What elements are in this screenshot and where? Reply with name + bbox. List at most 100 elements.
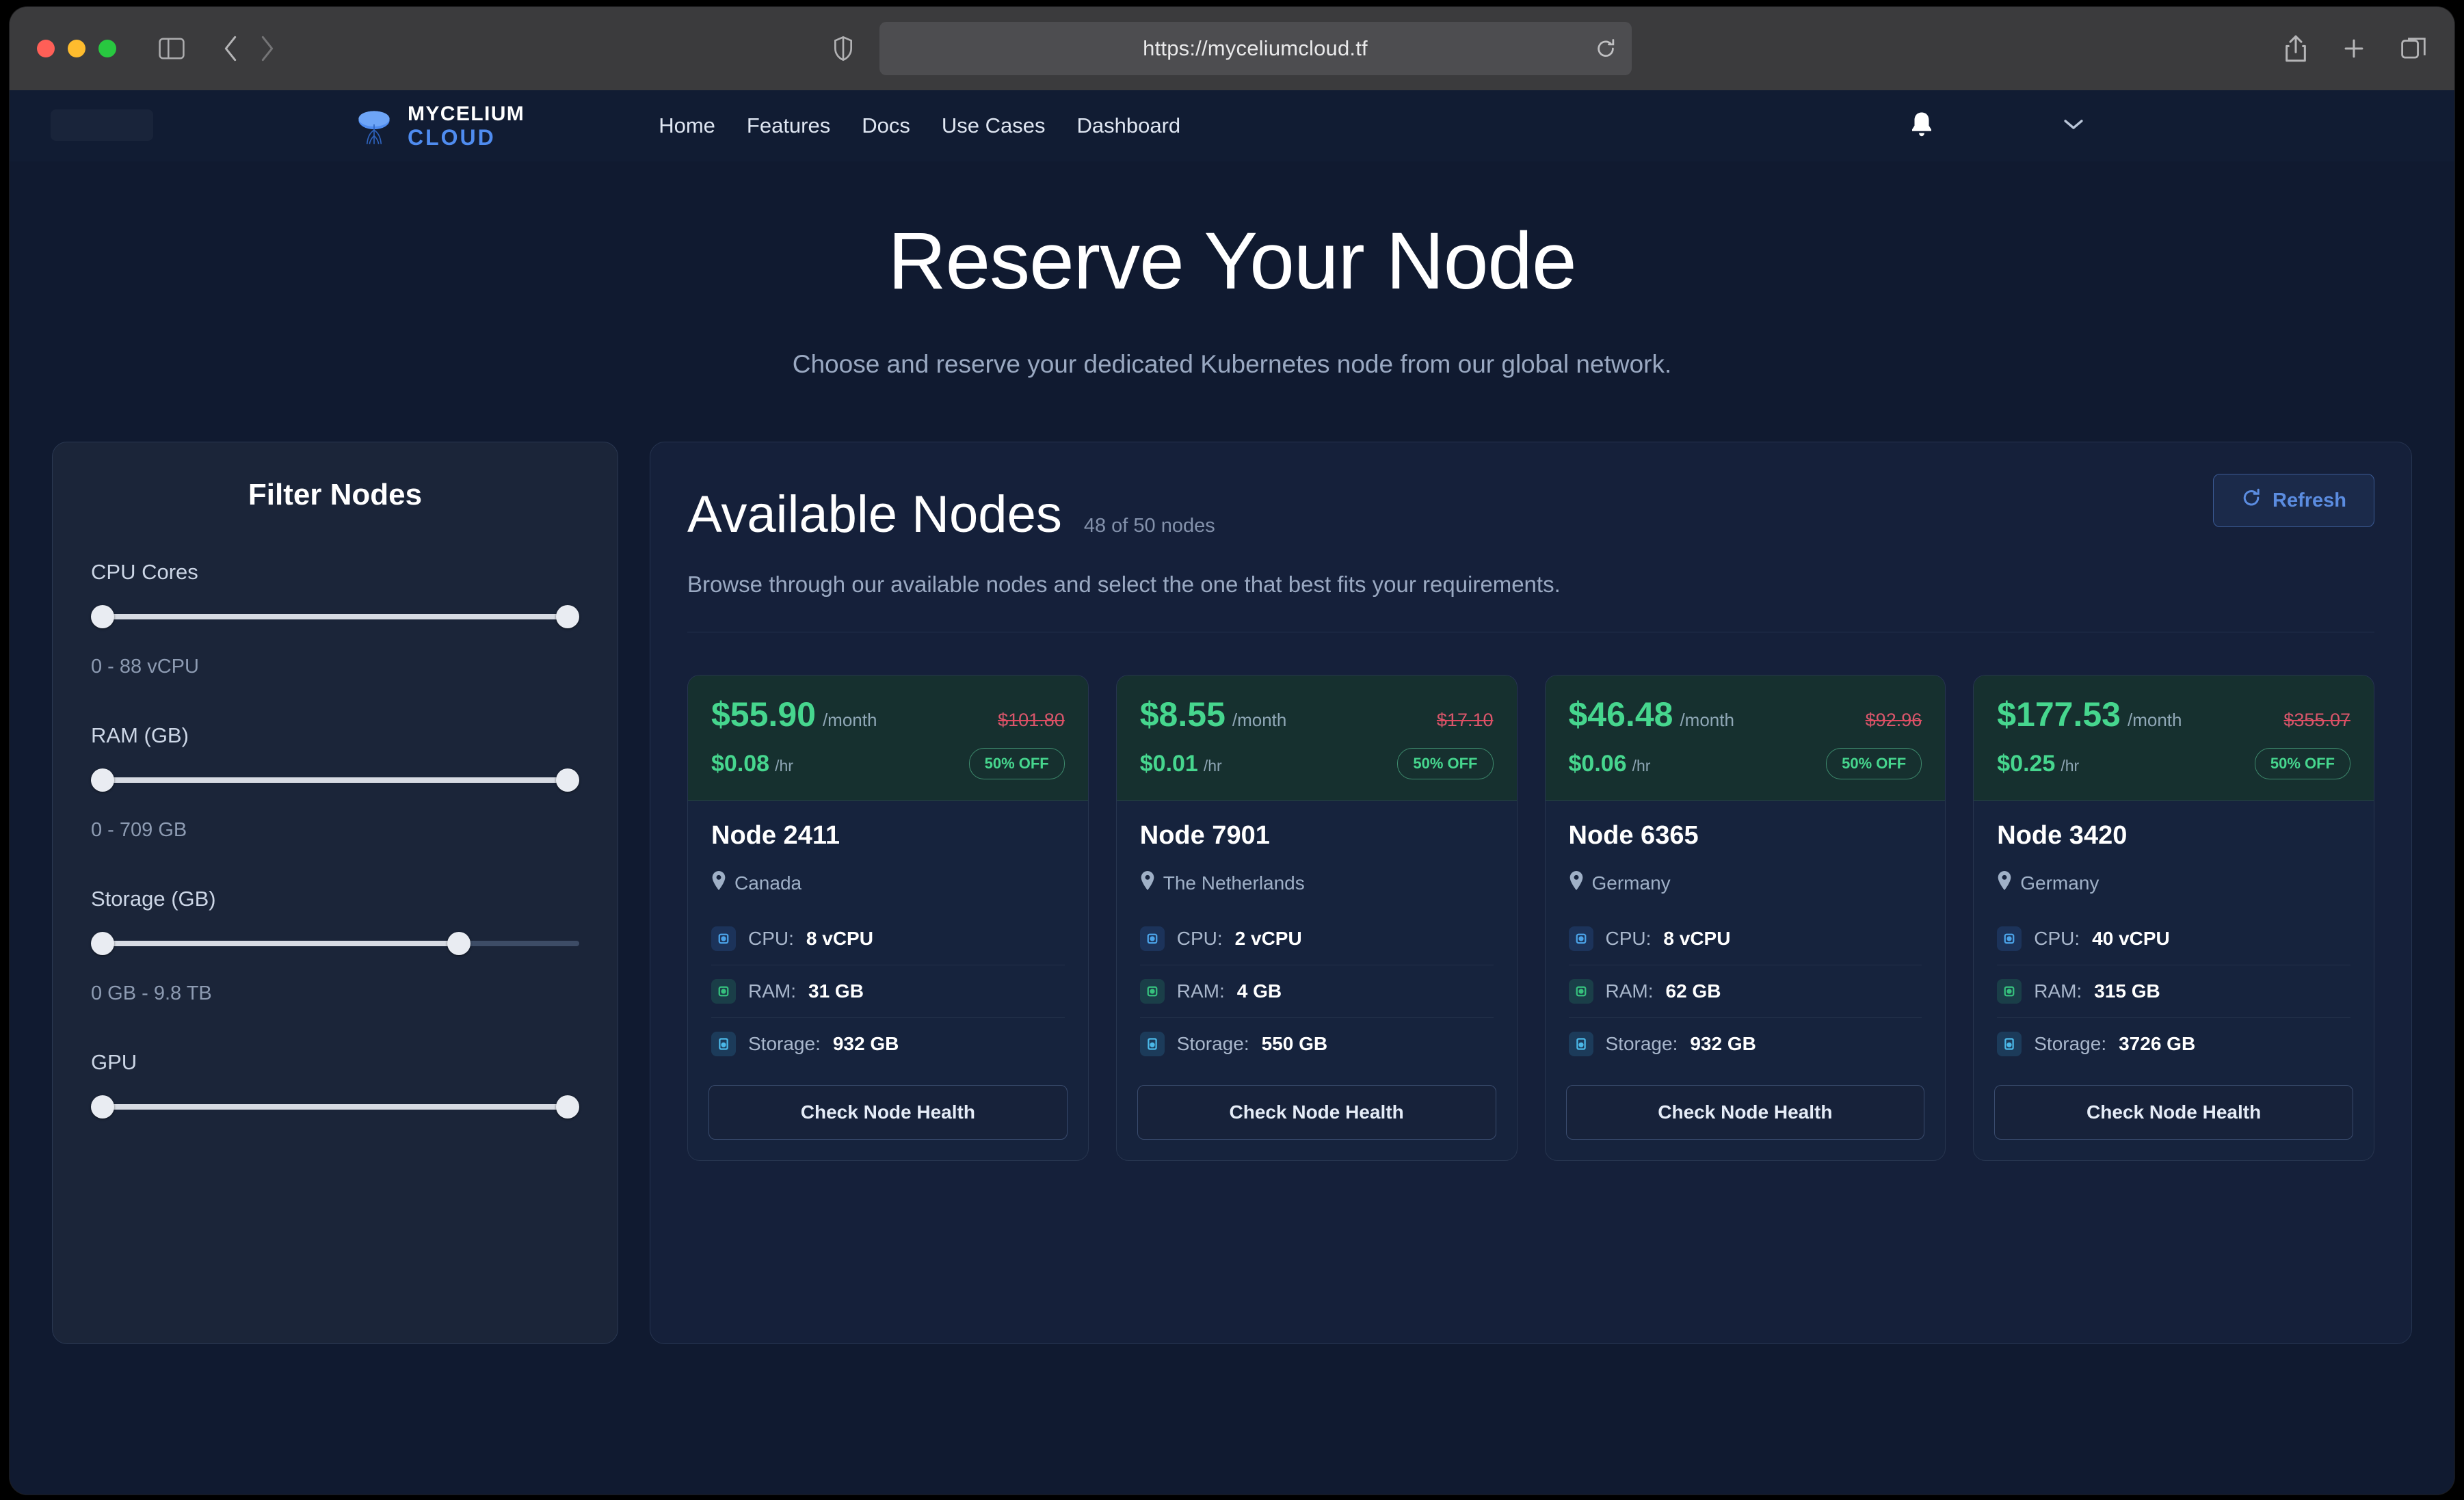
ram-label: RAM: bbox=[1605, 980, 1654, 1002]
nav-item-features[interactable]: Features bbox=[746, 113, 831, 137]
node-card-pricing: $55.90/month $101.80 $0.08/hr 50% OFF bbox=[688, 675, 1088, 801]
nav-item-home[interactable]: Home bbox=[659, 113, 715, 137]
price-per-month-unit: /month bbox=[1232, 710, 1287, 730]
price-per-hour: $0.08 bbox=[711, 750, 770, 777]
refresh-button-label: Refresh bbox=[2273, 489, 2346, 511]
ram-value: 31 GB bbox=[808, 980, 864, 1002]
new-tab-plus-icon[interactable] bbox=[2342, 37, 2366, 60]
nav-item-use-cases[interactable]: Use Cases bbox=[941, 113, 1046, 137]
cpu-label: CPU: bbox=[2034, 928, 2080, 949]
node-card[interactable]: $46.48/month $92.96 $0.06/hr 50% OFF bbox=[1544, 675, 1946, 1161]
address-bar[interactable]: https://myceliumcloud.tf bbox=[879, 22, 1632, 75]
node-location: Canada bbox=[711, 871, 1065, 895]
node-card-body: Node 2411 Canada CPU: bbox=[688, 801, 1088, 1070]
node-card-pricing: $8.55/month $17.10 $0.01/hr 50% OFF bbox=[1116, 675, 1517, 801]
filter-range-cpu-cores: 0 - 88 vCPU bbox=[91, 656, 199, 678]
slider-knob-min[interactable] bbox=[91, 768, 114, 792]
filter-group-storage: Storage (GB) 0 GB - 9.8 TB bbox=[91, 887, 579, 1005]
storage-value: 932 GB bbox=[832, 1033, 899, 1054]
slider-knob-max[interactable] bbox=[556, 1095, 579, 1119]
node-count-badge: 48 of 50 nodes bbox=[1083, 515, 1215, 537]
back-arrow-icon[interactable] bbox=[222, 35, 239, 62]
slider-fill bbox=[103, 941, 464, 946]
brand-wordmark: MYCELIUM CLOUD bbox=[408, 102, 525, 148]
available-nodes-title: Available Nodes bbox=[687, 485, 1062, 544]
forward-arrow-icon[interactable] bbox=[259, 35, 276, 62]
node-spec-cpu: CPU: 8 vCPU bbox=[1568, 913, 1922, 965]
slider-knob-max[interactable] bbox=[556, 768, 579, 792]
available-nodes-panel: Available Nodes 48 of 50 nodes Refresh B… bbox=[650, 442, 2412, 1344]
node-spec-cpu: CPU: 8 vCPU bbox=[711, 913, 1065, 965]
reload-icon[interactable] bbox=[1595, 38, 1617, 59]
cpu-label: CPU: bbox=[1605, 928, 1652, 949]
brand-logo-group[interactable]: MYCELIUM CLOUD bbox=[352, 103, 525, 148]
price-original: $17.10 bbox=[1436, 710, 1494, 730]
slider-knob-min[interactable] bbox=[91, 605, 114, 628]
mycelium-mushroom-icon bbox=[358, 111, 390, 144]
node-location-label: Germany bbox=[1591, 872, 1671, 894]
node-card[interactable]: $55.90/month $101.80 $0.08/hr 50% OFF bbox=[687, 675, 1089, 1161]
main-content: Filter Nodes CPU Cores 0 - 88 vCPU RAM (… bbox=[10, 442, 2454, 1344]
ram-range-slider[interactable] bbox=[91, 768, 579, 792]
discount-badge: 50% OFF bbox=[1826, 748, 1922, 779]
gpu-range-slider[interactable] bbox=[91, 1095, 579, 1119]
node-card-footer: Check Node Health bbox=[688, 1070, 1088, 1160]
share-icon[interactable] bbox=[2285, 35, 2307, 62]
shield-icon[interactable] bbox=[833, 36, 853, 62]
node-card[interactable]: $8.55/month $17.10 $0.01/hr 50% OFF bbox=[1115, 675, 1518, 1161]
slider-knob-min[interactable] bbox=[91, 932, 114, 955]
slider-knob-max[interactable] bbox=[447, 932, 471, 955]
location-pin-icon bbox=[711, 871, 726, 895]
filter-group-gpu: GPU bbox=[91, 1050, 579, 1119]
node-spec-list: CPU: 2 vCPU RAM: 4 GB bbox=[1139, 913, 1494, 1070]
node-location: Germany bbox=[1997, 871, 2350, 895]
filter-group-cpu-cores: CPU Cores 0 - 88 vCPU bbox=[91, 560, 579, 678]
check-node-health-button[interactable]: Check Node Health bbox=[708, 1085, 1068, 1140]
nav-right-actions bbox=[1908, 110, 2085, 142]
maximize-window-button[interactable] bbox=[98, 40, 116, 57]
cpu-value: 40 vCPU bbox=[2092, 928, 2170, 949]
node-card[interactable]: $177.53/month $355.07 $0.25/hr 50% OFF bbox=[1973, 675, 2374, 1161]
storage-value: 932 GB bbox=[1690, 1033, 1756, 1054]
price-per-hour-unit: /hr bbox=[2061, 756, 2080, 775]
node-spec-ram: RAM: 4 GB bbox=[1139, 965, 1494, 1018]
filter-label-storage: Storage (GB) bbox=[91, 887, 216, 911]
cpu-icon bbox=[1568, 926, 1593, 951]
price-per-hour-unit: /hr bbox=[775, 756, 793, 775]
sidebar-toggle-icon[interactable] bbox=[159, 38, 185, 59]
node-spec-ram: RAM: 62 GB bbox=[1568, 965, 1922, 1018]
storage-value: 3726 GB bbox=[2119, 1033, 2196, 1054]
slider-knob-min[interactable] bbox=[91, 1095, 114, 1119]
ram-value: 315 GB bbox=[2094, 980, 2160, 1002]
slider-knob-max[interactable] bbox=[556, 605, 579, 628]
bell-icon[interactable] bbox=[1908, 110, 1935, 142]
check-node-health-button[interactable]: Check Node Health bbox=[1137, 1085, 1496, 1140]
ram-value: 62 GB bbox=[1665, 980, 1721, 1002]
filter-group-ram: RAM (GB) 0 - 709 GB bbox=[91, 723, 579, 842]
check-node-health-button[interactable]: Check Node Health bbox=[1565, 1085, 1925, 1140]
check-node-health-button[interactable]: Check Node Health bbox=[1994, 1085, 2353, 1140]
minimize-window-button[interactable] bbox=[68, 40, 85, 57]
tab-overview-icon[interactable] bbox=[2401, 37, 2426, 60]
close-window-button[interactable] bbox=[37, 40, 55, 57]
node-card-body: Node 6365 Germany CPU: bbox=[1546, 801, 1946, 1070]
nav-item-dashboard[interactable]: Dashboard bbox=[1076, 113, 1181, 137]
node-location-label: Germany bbox=[2020, 872, 2099, 894]
node-card-grid: $55.90/month $101.80 $0.08/hr 50% OFF bbox=[687, 675, 2374, 1161]
brand-line-1: MYCELIUM bbox=[408, 102, 525, 125]
storage-icon bbox=[1139, 1032, 1165, 1056]
storage-range-slider[interactable] bbox=[91, 932, 579, 955]
nav-item-docs[interactable]: Docs bbox=[862, 113, 910, 137]
filter-panel-heading: Filter Nodes bbox=[248, 478, 423, 511]
node-spec-ram: RAM: 31 GB bbox=[711, 965, 1065, 1018]
cpu-cores-range-slider[interactable] bbox=[91, 605, 579, 628]
node-spec-cpu: CPU: 2 vCPU bbox=[1139, 913, 1494, 965]
chevron-down-icon[interactable] bbox=[2062, 117, 2085, 135]
cpu-label: CPU: bbox=[1176, 928, 1223, 949]
slider-fill bbox=[103, 1104, 568, 1110]
refresh-icon bbox=[2241, 487, 2262, 513]
refresh-button[interactable]: Refresh bbox=[2213, 474, 2374, 527]
price-per-month-unit: /month bbox=[822, 710, 877, 730]
storage-label: Storage: bbox=[748, 1033, 821, 1054]
price-per-hour: $0.01 bbox=[1139, 750, 1198, 777]
